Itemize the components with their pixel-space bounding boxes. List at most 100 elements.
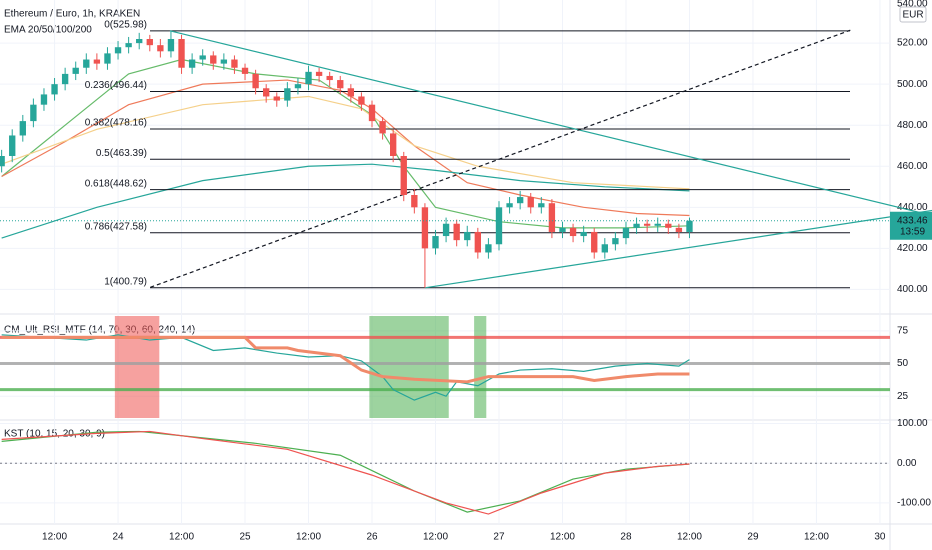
candle-body [368,104,376,122]
candle-body [263,88,270,97]
candle-body [93,59,101,64]
candle-body [114,47,122,54]
candle-body [591,231,598,253]
candle-body [305,71,312,85]
candle-body [411,195,418,208]
symbol-title: Ethereum / Euro, 1h, KRAKEN [4,9,140,20]
x-tick-label: 29 [747,532,759,543]
candle-body [136,39,143,44]
candle-body [665,223,672,228]
x-tick-label: 30 [874,532,886,543]
indicator-line [1,430,690,515]
candle-body [61,73,69,85]
candle-body [199,55,206,60]
candle-body [210,55,217,64]
x-tick-label: 25 [239,532,251,543]
candle-body [506,203,513,208]
candle-body [326,75,333,81]
y-tick-label: 400.00 [897,284,928,295]
candle-body [548,203,556,232]
signal-zone [474,316,487,418]
candle-body [157,45,164,52]
y-tick-label: 440.00 [897,202,928,213]
candle-body [421,207,429,249]
candle-body [284,88,291,101]
candle-body [231,59,238,68]
y-tick-label: 480.00 [897,120,928,131]
signal-zone [369,316,449,418]
fib-label: 0.618(448.62) [85,178,147,189]
candle-body [538,203,545,208]
candle-body [569,227,577,237]
candle-body [400,156,407,195]
candle-body [125,43,132,48]
candle-body [474,231,482,253]
fib-label: 0.786(427.58) [85,221,147,232]
y-tick-label: 0.00 [897,458,917,469]
candle-body [72,67,79,74]
fib-label: 0.5(463.39) [96,148,147,159]
x-tick-label: 12:00 [550,532,575,543]
candle-body [337,80,344,89]
candle-body [188,59,196,68]
candle-body [559,227,566,232]
y-tick-label: 500.00 [897,79,928,90]
fib-label: 0.382(478.16) [85,118,147,129]
candle-body [51,84,58,95]
signal-zone [114,316,160,418]
x-tick-label: 12:00 [42,532,67,543]
y-tick-label: 460.00 [897,161,928,172]
candle-body [643,223,651,226]
countdown: 13:59 [900,226,925,237]
candle-body [580,231,587,237]
candle-body [622,227,630,239]
candle-body [104,53,111,64]
x-tick-label: 12:00 [804,532,829,543]
x-tick-label: 12:00 [169,532,194,543]
candle-body [40,94,48,105]
last-price-box [890,211,932,240]
candle-body [464,231,471,241]
x-tick-label: 27 [493,532,505,543]
candle-body [30,104,37,122]
candle-body [390,133,397,156]
candle-body [654,223,661,226]
candle-body [252,73,259,89]
x-tick-label: 28 [620,532,632,543]
indicator-label: EMA 20/50/100/200 [4,25,92,36]
candle-body [601,244,608,253]
y-tick-label: 50 [897,358,909,369]
candle-body [442,223,450,237]
candle-body [0,156,5,167]
candle-body [178,39,185,68]
candle-body [358,96,365,105]
candle-body [527,197,534,208]
fib-label: 0.236(496.44) [85,80,147,91]
y-tick-label: 25 [897,391,909,402]
fib-label: 1(400.79) [104,276,147,287]
candle-body [495,207,503,245]
trendline [169,30,932,217]
x-tick-label: 12:00 [296,532,321,543]
x-tick-label: 24 [112,532,124,543]
x-tick-label: 26 [366,532,378,543]
currency: EUR [902,10,923,21]
price-label: 540.00 [897,0,928,10]
candle-body [485,244,492,253]
candle-body [241,67,249,74]
candle-body [379,121,386,134]
y-tick-label: 100.00 [897,418,928,429]
candle-body [432,236,439,249]
candle-body [220,59,228,64]
candle-body [675,227,683,232]
candle-body [146,39,153,46]
candle-body [633,223,640,228]
currency-box[interactable] [899,6,927,23]
candle-body [453,223,460,241]
candle-body [294,84,302,89]
ema-line [1,163,690,239]
candle-body [273,96,280,101]
candle-body [347,88,355,97]
indicator-line [1,335,690,384]
